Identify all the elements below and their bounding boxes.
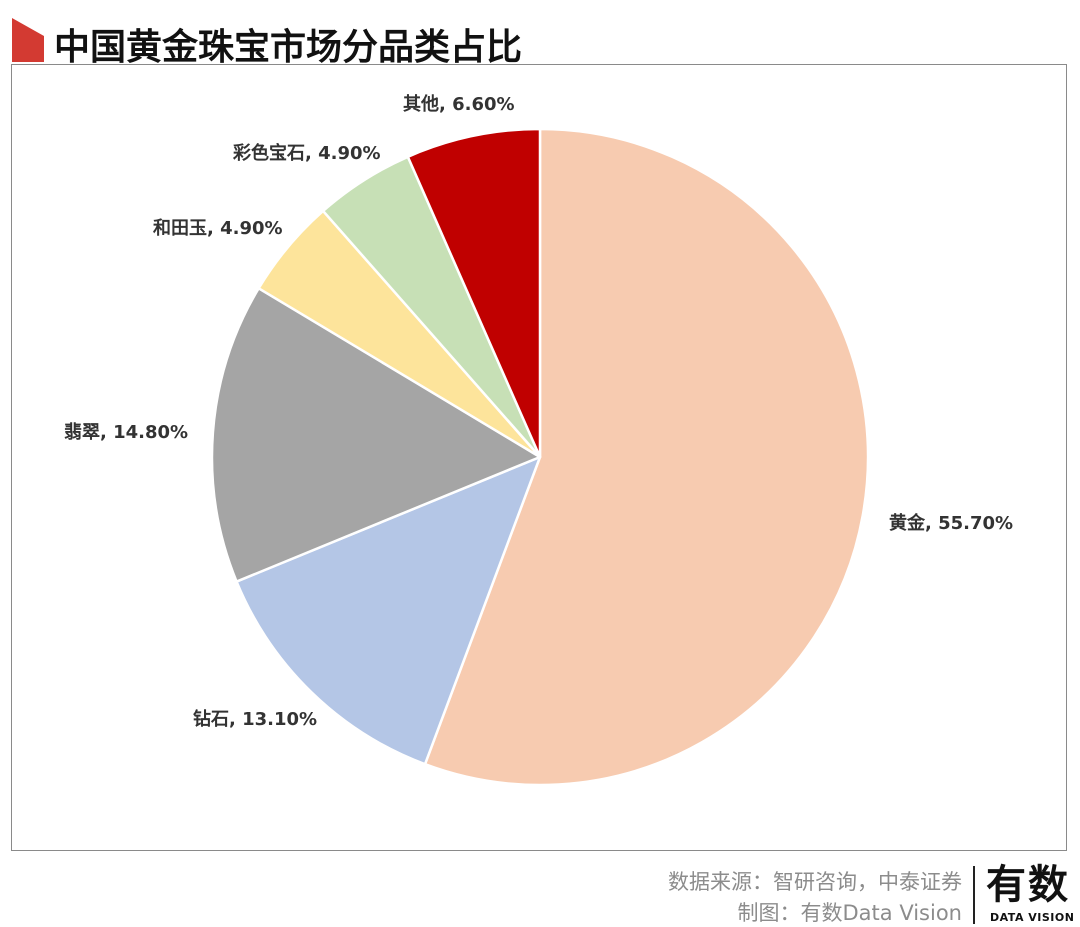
slice-label-5: 彩色宝石, 4.90% [232,142,381,164]
pie-slice-6 [406,127,542,459]
slice-label-3: 翡翠, 14.80% [64,422,188,443]
chart-frame [11,64,1067,851]
pie-slice-2 [235,455,542,766]
pie-slice-3 [210,287,542,583]
source-note: 数据来源：智研咨询，中泰证券 [668,870,962,894]
slice-label-4: 和田玉, 4.90% [153,218,283,239]
brand-logo-subtitle: DATA VISION [990,911,1075,924]
footer-divider [973,866,975,924]
title-bar: 中国黄金珠宝市场分品类占比 [0,0,1080,68]
page-title: 中国黄金珠宝市场分品类占比 [54,27,523,68]
pie-slice-1 [423,127,870,787]
slice-label-2: 钻石, 13.10% [193,708,317,730]
slice-label-1: 黄金, 55.70% [889,512,1013,534]
brand-logo: 有数 [986,862,1070,908]
title-marker-icon [12,18,44,62]
credit-note: 制图：有数Data Vision [737,901,963,925]
slice-label-6: 其他, 6.60% [403,93,515,115]
